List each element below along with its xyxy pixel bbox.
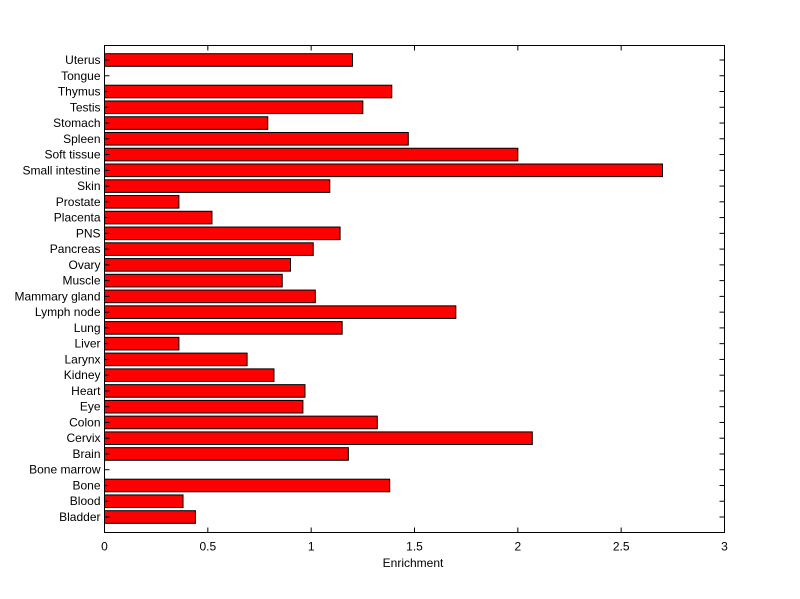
bar-small-intestine <box>104 163 663 178</box>
category-label-bladder: Bladder <box>59 510 100 524</box>
bar-placenta <box>104 210 213 225</box>
bar-lymph-node <box>104 305 457 319</box>
bar-brain <box>104 447 349 461</box>
category-label-skin: Skin <box>77 179 100 193</box>
category-label-kidney: Kidney <box>64 368 101 382</box>
x-tick-label-1: 0.5 <box>199 540 216 554</box>
category-label-cervix: Cervix <box>66 431 100 445</box>
bar-soft-tissue <box>104 147 519 162</box>
bar-stomach <box>104 116 269 130</box>
category-label-prostate: Prostate <box>56 195 101 209</box>
bar-testis <box>104 100 364 115</box>
category-label-blood: Blood <box>70 494 101 508</box>
bar-bone <box>104 478 391 493</box>
category-label-eye: Eye <box>80 400 101 414</box>
bar-kidney <box>104 368 275 382</box>
category-label-spleen: Spleen <box>63 132 100 146</box>
bar-ovary <box>104 258 291 272</box>
x-tick-label-4: 2 <box>514 540 521 554</box>
bar-cervix <box>104 431 533 446</box>
category-label-bone-marrow: Bone marrow <box>29 463 101 477</box>
bar-thymus <box>104 84 393 99</box>
category-label-liver: Liver <box>74 337 100 351</box>
category-label-small-intestine: Small intestine <box>22 163 100 177</box>
bar-heart <box>104 384 306 398</box>
bar-blood <box>104 494 184 509</box>
category-label-muscle: Muscle <box>62 274 100 288</box>
category-label-thymus: Thymus <box>58 85 101 99</box>
x-tick-label-2: 1 <box>308 540 315 554</box>
category-label-soft-tissue: Soft tissue <box>44 148 100 162</box>
bar-skin <box>104 179 331 193</box>
category-label-lung: Lung <box>74 321 101 335</box>
category-label-ovary: Ovary <box>68 258 100 272</box>
category-label-placenta: Placenta <box>54 211 101 225</box>
category-label-bone: Bone <box>72 478 100 492</box>
category-label-colon: Colon <box>69 415 100 429</box>
bar-mammary-gland <box>104 289 316 304</box>
category-label-brain: Brain <box>72 447 100 461</box>
bar-colon <box>104 415 378 430</box>
bar-bladder <box>104 510 196 524</box>
bar-eye <box>104 399 304 414</box>
category-label-stomach: Stomach <box>53 116 100 130</box>
category-label-tongue: Tongue <box>61 69 101 83</box>
x-tick-label-0: 0 <box>101 540 108 554</box>
x-tick-label-3: 1.5 <box>406 540 423 554</box>
category-label-testis: Testis <box>70 100 101 114</box>
category-label-uterus: Uterus <box>65 53 100 67</box>
category-label-lymph-node: Lymph node <box>35 305 101 319</box>
category-label-heart: Heart <box>71 384 101 398</box>
bar-larynx <box>104 352 248 367</box>
bar-muscle <box>104 273 283 288</box>
category-label-mammary-gland: Mammary gland <box>14 289 100 303</box>
bar-prostate <box>104 195 180 209</box>
x-axis-label: Enrichment <box>383 556 444 570</box>
x-ticks-group: 0 0.5 1 1.5 2 2.5 3 <box>101 45 728 554</box>
bars-group <box>104 53 663 524</box>
x-tick-label-5: 2.5 <box>613 540 630 554</box>
category-label-larynx: Larynx <box>64 352 100 366</box>
category-label-pns: PNS <box>76 226 101 240</box>
bar-pns <box>104 226 341 241</box>
x-tick-label-6: 3 <box>721 540 728 554</box>
bar-pancreas <box>104 242 314 256</box>
category-label-pancreas: Pancreas <box>50 242 101 256</box>
bar-uterus <box>104 53 353 67</box>
bar-liver <box>104 336 180 351</box>
bar-spleen <box>104 131 409 146</box>
bar-lung <box>104 321 343 335</box>
